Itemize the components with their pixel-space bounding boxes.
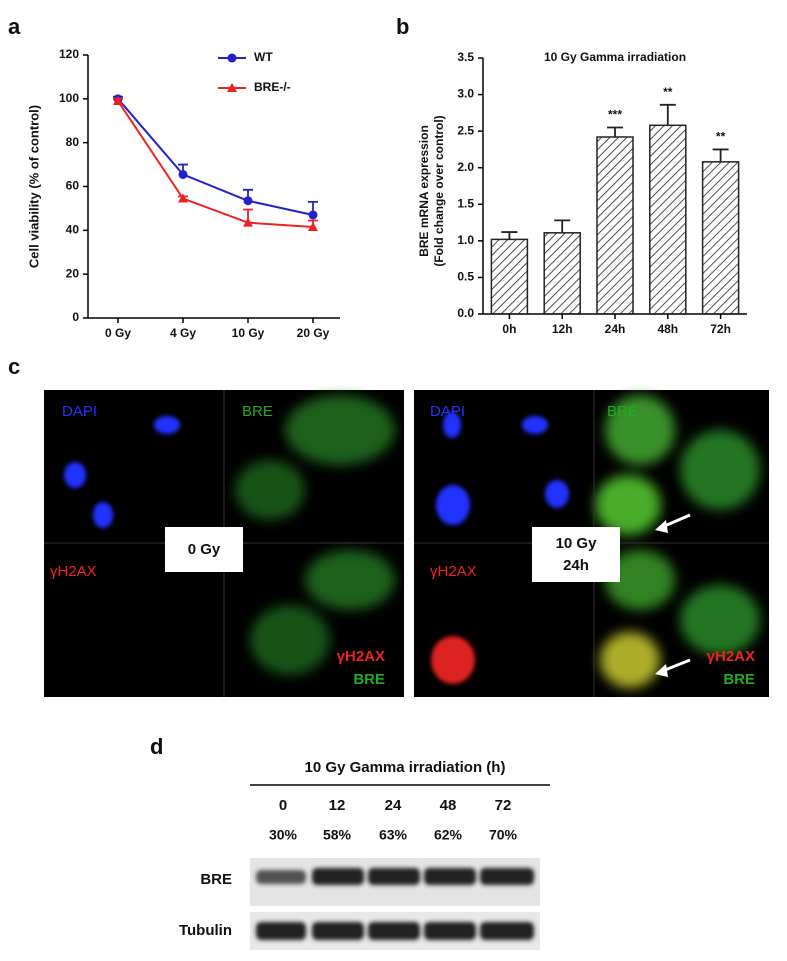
error-bar — [607, 126, 623, 137]
stain-label: BRE — [607, 403, 638, 420]
y-tick-label: 2.5 — [457, 123, 474, 137]
band-percentage: 58% — [323, 827, 352, 843]
merge-label: γH2AX — [707, 648, 755, 665]
y-tick-label: 3.5 — [457, 50, 474, 64]
lane-label: 24 — [385, 797, 402, 814]
y-tick-label: 60 — [66, 179, 80, 193]
band-percentage: 70% — [489, 827, 518, 843]
y-tick-label: 20 — [66, 266, 80, 280]
legend-label: BRE-/- — [254, 80, 291, 94]
y-tick-label: 80 — [66, 135, 80, 149]
legend-marker — [227, 53, 237, 63]
y-tick-label: 0.0 — [457, 306, 474, 320]
band-percentage: 62% — [434, 827, 463, 843]
condition-label: 10 Gy — [556, 535, 598, 552]
merge-label: γH2AX — [337, 648, 385, 665]
line — [117, 98, 314, 216]
y-tick-label: 2.0 — [457, 160, 474, 174]
stain-label: γH2AX — [430, 563, 477, 580]
merge-label: BRE — [723, 671, 755, 688]
y-tick-label: 0 — [72, 310, 79, 324]
x-tick-label: 4 Gy — [170, 326, 196, 340]
x-tick-label: 0h — [502, 322, 516, 336]
marker — [243, 217, 253, 227]
bar — [701, 161, 740, 315]
marker — [308, 210, 318, 220]
error-bar — [501, 231, 518, 240]
bar — [543, 232, 581, 315]
marker — [178, 169, 188, 179]
lane-label: 72 — [495, 797, 512, 814]
significance: ** — [716, 130, 726, 144]
bar — [490, 238, 529, 315]
marker — [113, 96, 123, 106]
marker — [178, 193, 188, 203]
stain-label: DAPI — [62, 403, 97, 420]
legend-marker — [227, 83, 237, 92]
legend-label: WT — [254, 50, 273, 64]
x-tick-label: 10 Gy — [232, 326, 265, 340]
y-tick-label: 0.5 — [457, 270, 474, 284]
band-percentage: 30% — [269, 827, 298, 843]
lane-label: 12 — [329, 797, 346, 814]
row-label: Tubulin — [179, 922, 232, 939]
condition-label: 0 Gy — [188, 541, 221, 558]
panel-label: c — [8, 354, 20, 379]
x-tick-label: 12h — [552, 322, 573, 336]
condition-label: 24h — [563, 557, 589, 574]
lane-label: 48 — [440, 797, 457, 814]
line — [117, 100, 314, 229]
significance: ** — [663, 85, 673, 99]
y-tick-label: 120 — [59, 47, 79, 61]
y-axis-label: BRE mRNA expression — [417, 125, 431, 257]
chart-title: 10 Gy Gamma irradiation — [544, 50, 686, 64]
error-bar — [659, 103, 676, 126]
x-tick-label: 20 Gy — [297, 326, 330, 340]
y-tick-label: 1.5 — [457, 196, 474, 210]
y-tick-label: 3.0 — [457, 87, 474, 101]
y-tick-label: 100 — [59, 91, 79, 105]
panel-label: d — [150, 734, 163, 759]
micrograph-left — [44, 390, 404, 697]
error-bar — [554, 219, 571, 233]
marker — [308, 222, 318, 232]
marker — [243, 196, 253, 206]
significance: *** — [608, 108, 622, 122]
blot-title: 10 Gy Gamma irradiation (h) — [305, 759, 506, 776]
y-tick-label: 1.0 — [457, 233, 474, 247]
band-percentage: 63% — [379, 827, 408, 843]
y-axis-label: Cell viability (% of control) — [26, 105, 41, 268]
micrograph-right — [414, 390, 769, 697]
stain-label: DAPI — [430, 403, 465, 420]
panel-label: a — [8, 14, 21, 39]
merge-label: BRE — [353, 671, 385, 688]
row-label: BRE — [200, 871, 232, 888]
error-bar — [712, 148, 729, 162]
x-tick-label: 24h — [605, 322, 626, 336]
stain-label: BRE — [242, 403, 273, 420]
lane-label: 0 — [279, 797, 287, 814]
x-tick-label: 48h — [657, 322, 678, 336]
x-tick-label: 72h — [710, 322, 731, 336]
y-axis-label: (Fold change over control) — [432, 115, 446, 266]
y-tick-label: 40 — [66, 223, 80, 237]
stain-label: γH2AX — [50, 563, 97, 580]
bar — [596, 136, 634, 315]
blot — [250, 858, 540, 950]
panel-label: b — [396, 14, 409, 39]
x-tick-label: 0 Gy — [105, 326, 131, 340]
bar — [649, 124, 687, 315]
